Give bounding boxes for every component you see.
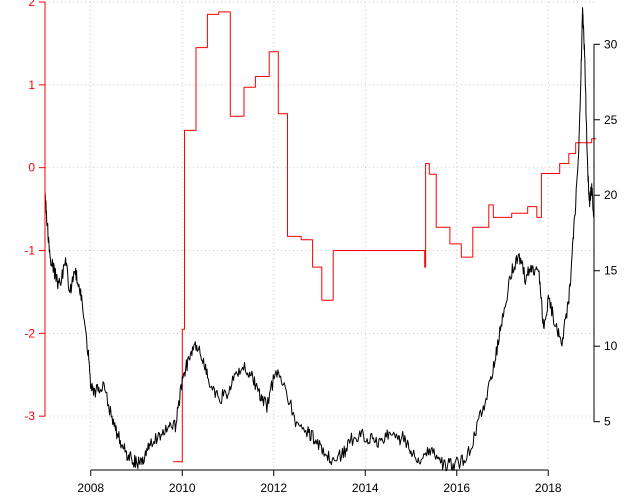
y-left-tick-label: 1 <box>28 78 35 92</box>
y-right-tick-label: 5 <box>604 415 611 429</box>
y-left-tick-label: -3 <box>24 409 35 423</box>
x-tick-label: 2014 <box>352 481 379 495</box>
y-left-tick-label: -2 <box>24 326 35 340</box>
x-tick-label: 2016 <box>443 481 470 495</box>
y-right-tick-label: 10 <box>604 339 618 353</box>
series-layer <box>44 7 597 472</box>
x-tick-label: 2008 <box>77 481 104 495</box>
y-left-tick-label: -1 <box>24 243 35 257</box>
y-left-tick-label: 2 <box>28 0 35 9</box>
axes: 2008 2010 2012 2014 2016 2018-3-2-10125101520… <box>24 0 617 495</box>
x-tick-label: 2010 <box>169 481 196 495</box>
grid <box>45 1 594 470</box>
series-left-line <box>173 11 597 463</box>
y-right-tick-label: 25 <box>604 113 618 127</box>
series-right-line <box>44 7 595 472</box>
y-right-tick-label: 20 <box>604 188 618 202</box>
y-right-tick-label: 30 <box>604 37 618 51</box>
y-left-tick-label: 0 <box>28 161 35 175</box>
y-right-tick-label: 15 <box>604 264 618 278</box>
x-tick-label: 2018 <box>535 481 562 495</box>
x-tick-label: 2012 <box>260 481 287 495</box>
